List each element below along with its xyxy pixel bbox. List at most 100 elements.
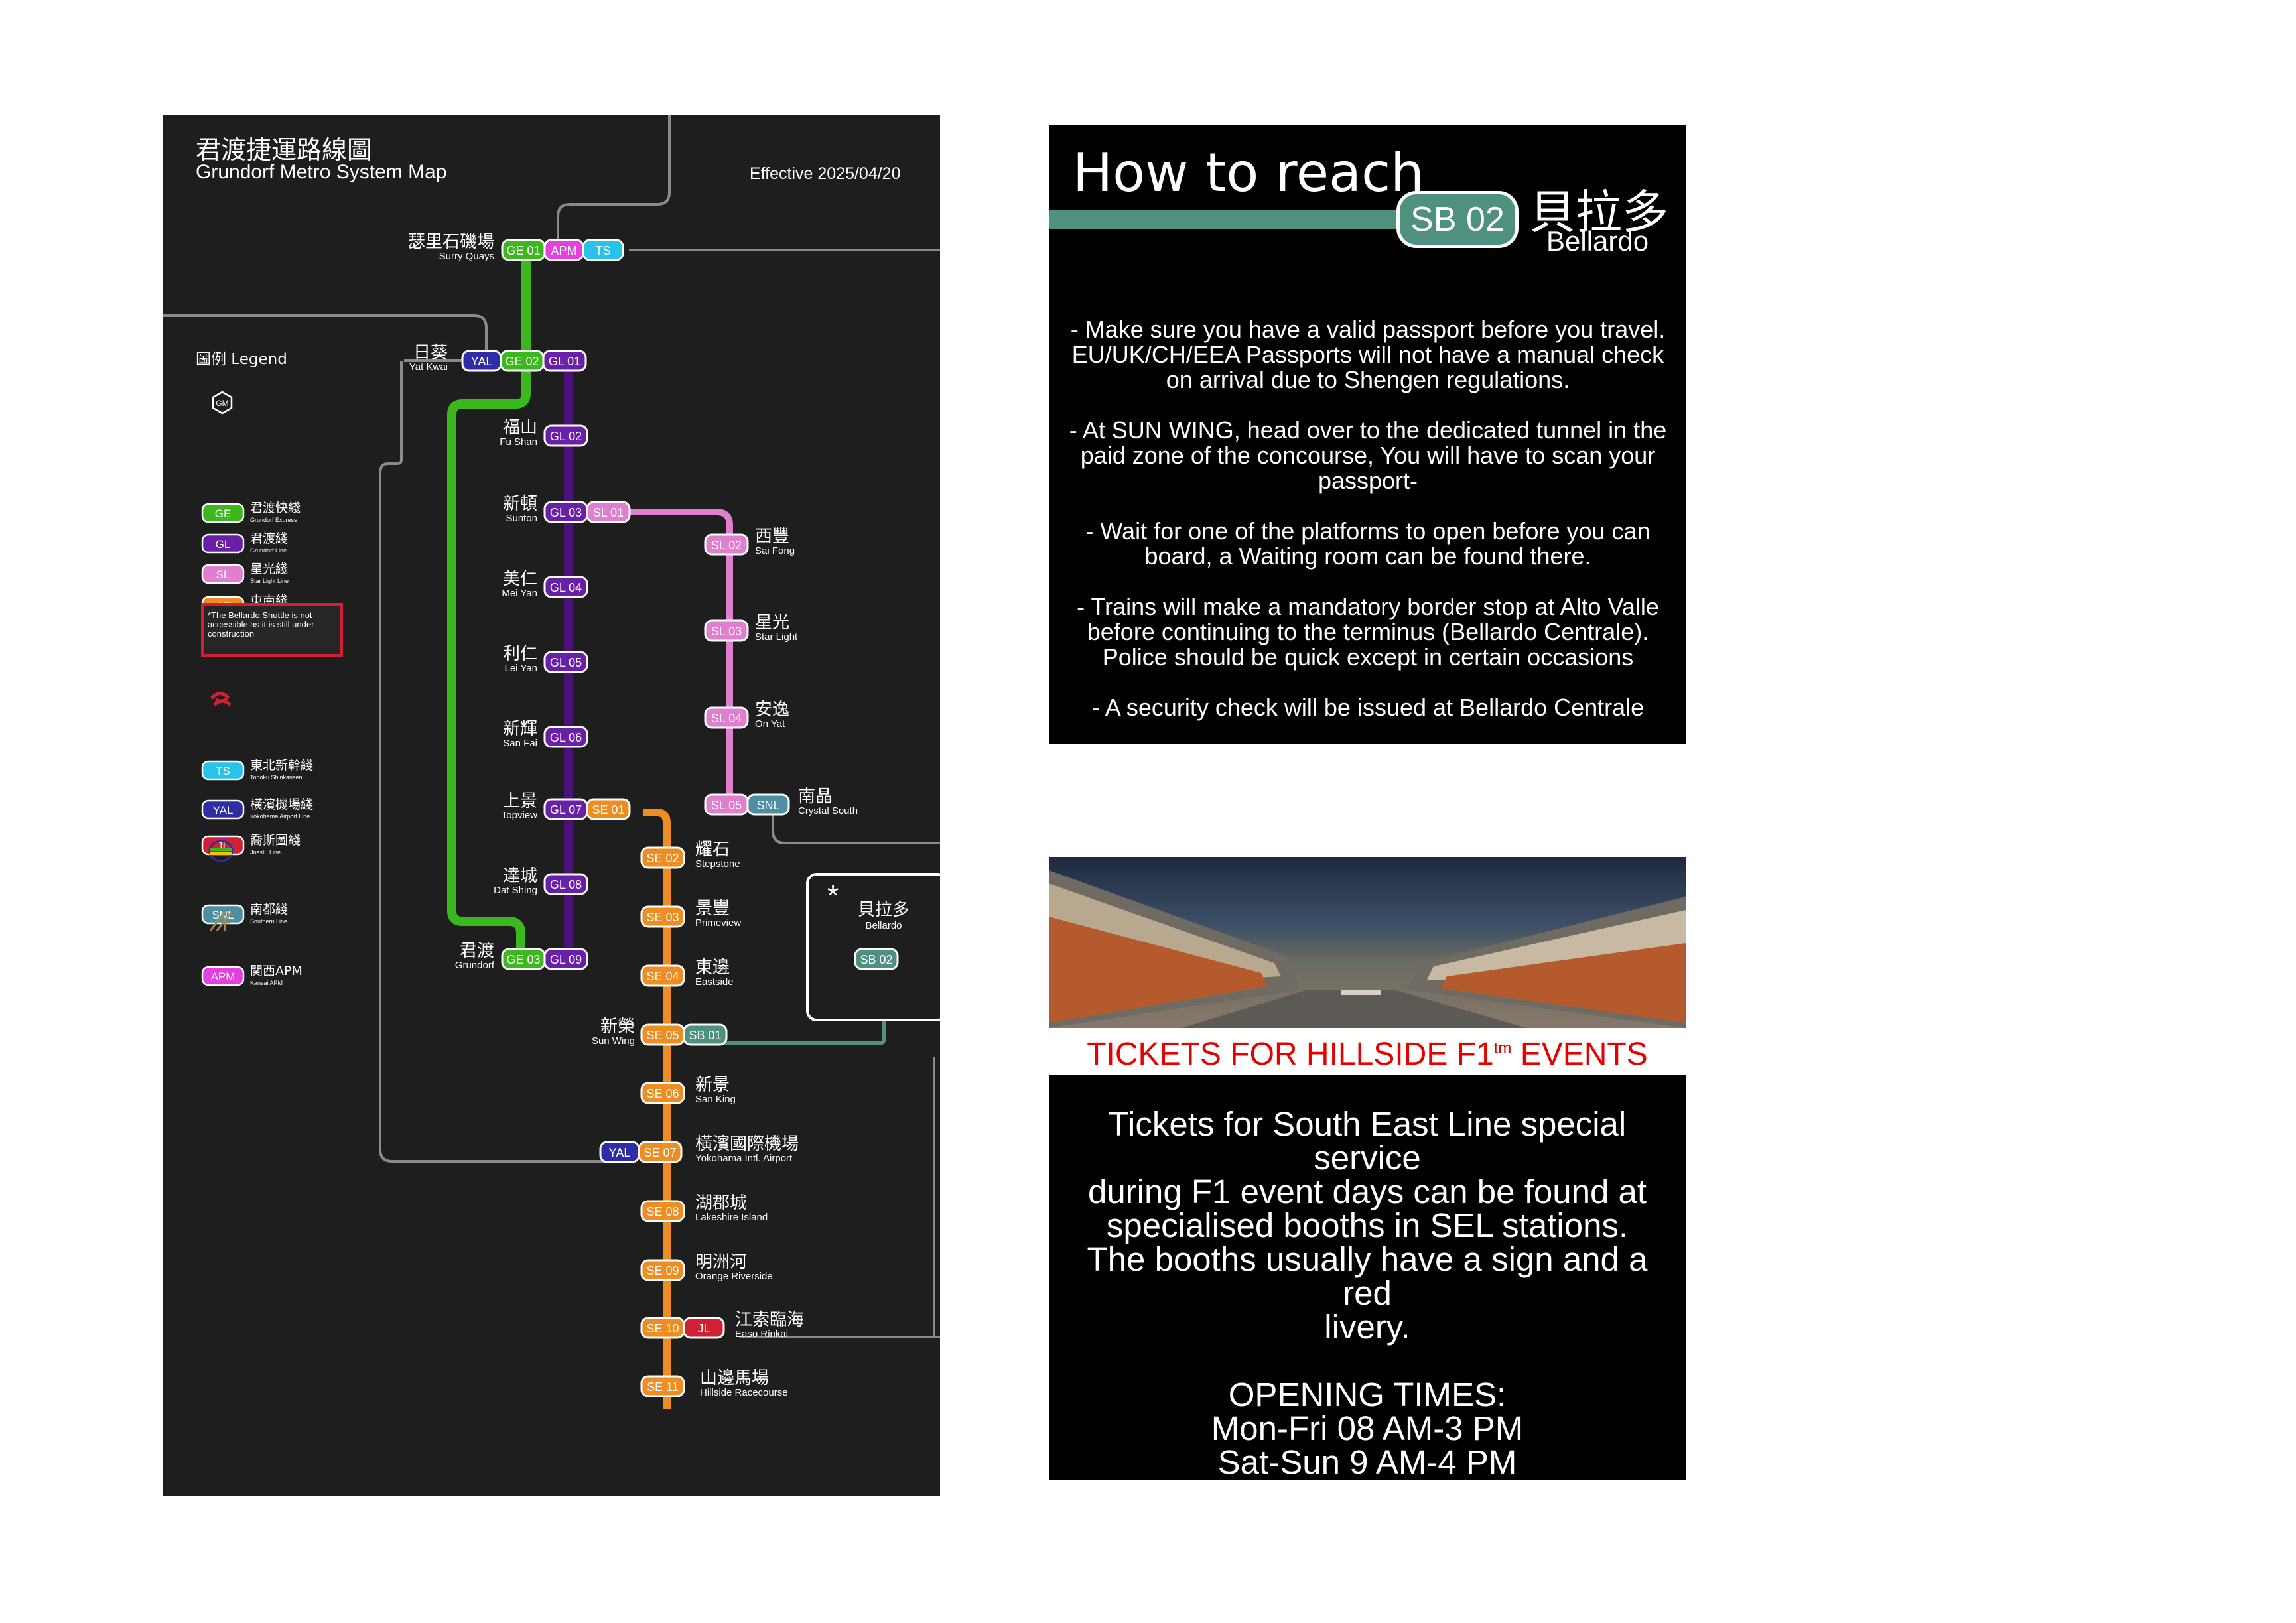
- tickets-heading: TICKETS FOR HILLSIDE F1tm EVENTS: [1049, 1036, 1686, 1072]
- legend-item-ge: GE 君渡快綫 Grundorf Express: [201, 501, 301, 523]
- line-snl-connector: [772, 805, 940, 844]
- legend-name-zh: 君渡綫: [250, 531, 288, 546]
- line-yal-connector: [163, 314, 488, 361]
- station-code: SE 09: [646, 1264, 679, 1277]
- station-code: JL: [697, 1322, 710, 1335]
- metro-map: 圖例 Legend GM GE 君渡快綫 Grundorf Express GL 君渡綫…: [163, 115, 940, 1496]
- station-name-en: Hillside Racecourse: [700, 1387, 788, 1398]
- station-code-badge: [683, 1317, 725, 1339]
- station-code: GE 03: [506, 953, 540, 966]
- station-name-en: Primeview: [695, 917, 741, 929]
- legend-name-zh: 喬斯圖綫: [250, 833, 301, 848]
- how-to-reach-instructions: - Make sure you have a valid passport be…: [1069, 316, 1667, 721]
- station-code: SE 05: [646, 1029, 679, 1042]
- shuttle-notice: *The Bellardo Shuttle is not accessible …: [208, 611, 314, 639]
- line-se: [643, 809, 671, 1409]
- kansai-apm-logo-icon: [209, 911, 233, 931]
- line-sb: [724, 968, 886, 1045]
- legend-logo-gm: GM: [212, 391, 233, 415]
- station-name-en: Star Light: [755, 631, 798, 643]
- station-code-badge: [746, 793, 790, 816]
- station-code-badge: [543, 726, 588, 748]
- station-name-zh: 新景: [695, 1075, 730, 1095]
- station-name-en: Crystal South: [798, 805, 858, 816]
- legend-name-en: Joestu Line: [250, 849, 281, 856]
- station-code-badge: [854, 948, 899, 970]
- station-code: GL 05: [550, 656, 582, 669]
- station-name-zh: 東邊: [695, 958, 730, 978]
- station-name-en: Orange Riverside: [695, 1271, 773, 1282]
- station-name-en: Yat Kwai: [409, 361, 448, 373]
- station-name-en: Easo Rinkai: [735, 1329, 788, 1340]
- station-name-zh: 湖郡城: [695, 1193, 747, 1213]
- station-code: SE 02: [646, 852, 679, 865]
- station-code-badge: [582, 239, 624, 261]
- gm-logo-icon: [212, 391, 233, 415]
- legend-name-en: Yokohama Airport Line: [250, 813, 310, 820]
- station-code: SL 05: [711, 799, 742, 812]
- station-code-badge: [543, 948, 588, 970]
- legend-name-en: Tohoku Shinkansen: [250, 774, 303, 781]
- station-code-badge: [640, 1082, 685, 1104]
- station-code-badge: [640, 1200, 685, 1222]
- legend-name-zh: 東北新幹綫: [250, 758, 313, 773]
- legend-name-en: Kansai APM: [250, 980, 283, 986]
- station-code-badge: [640, 1375, 685, 1397]
- station-code: GE 01: [506, 244, 540, 257]
- svg-text:GM: GM: [216, 399, 228, 408]
- station-name-en: San Fai: [503, 738, 537, 749]
- station-code-badge: [640, 964, 685, 987]
- station-code-badge: [586, 798, 631, 820]
- station-code: GE 02: [505, 355, 539, 368]
- station-code: GL 08: [550, 878, 582, 891]
- station-code: SE 11: [647, 1380, 679, 1394]
- line-ge: [447, 250, 531, 964]
- racetrack-photo: [1049, 857, 1686, 1028]
- legend-title: 圖例 Legend: [196, 351, 287, 368]
- station-code: GL 01: [549, 355, 580, 368]
- station-name-en: Sunton: [506, 513, 537, 524]
- station-name-en: Sai Fong: [755, 545, 795, 556]
- station-name-zh: 日葵: [413, 343, 448, 363]
- legend-code: GL: [216, 538, 231, 551]
- legend-code: APM: [211, 970, 236, 983]
- station-code: SE 06: [646, 1087, 679, 1100]
- connector-lines: [163, 115, 940, 1338]
- station-code: GL 02: [550, 430, 582, 443]
- station-code-badge: [586, 501, 631, 523]
- legend-code: TS: [216, 765, 230, 777]
- shuttle-notice-text: *The Bellardo Shuttle is not accessible …: [208, 611, 314, 639]
- station-name-zh: 景豐: [695, 899, 730, 919]
- station-code: SL 04: [711, 712, 742, 725]
- station-code-badge: SB 02: [1396, 191, 1519, 248]
- station-name-en: Fu Shan: [500, 436, 537, 448]
- legend-name-zh: 南都綫: [250, 902, 288, 917]
- legend-name-zh: 君渡快綫: [250, 501, 301, 515]
- tickets-panel: Tickets for South East Line special serv…: [1049, 1075, 1686, 1513]
- station-code-badge: [640, 846, 685, 869]
- legend-swatch: [201, 966, 245, 986]
- station-code-badge: [543, 651, 588, 673]
- station-name-zh: 瑟里石磯場: [408, 232, 494, 252]
- legend-item-sl: SL 星光綫 Star Light Line: [201, 562, 289, 584]
- legend-name-en: Grundorf Line: [250, 547, 287, 554]
- station-name-en: On Yat: [755, 718, 785, 730]
- station-code: GL 06: [550, 731, 582, 744]
- station-name-zh: 西豐: [755, 527, 789, 547]
- legend-name-zh: 星光綫: [250, 562, 288, 576]
